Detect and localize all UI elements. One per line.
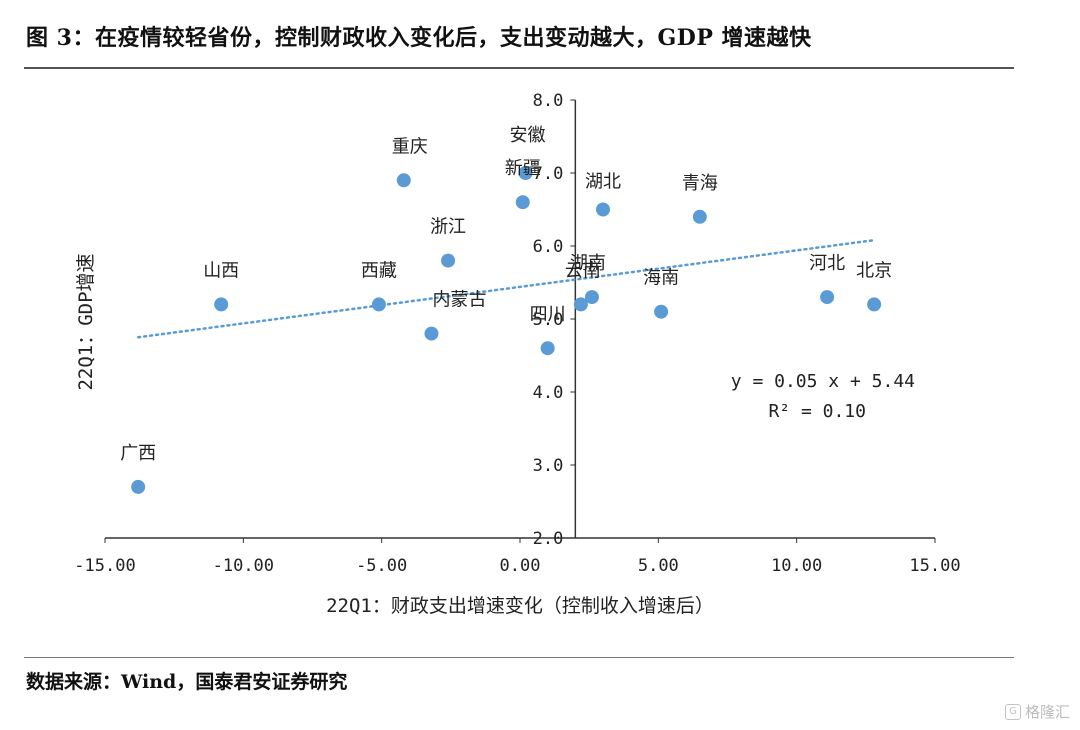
scatter-point xyxy=(396,173,411,188)
source-note: 数据来源：Wind，国泰君安证券研究 xyxy=(26,671,348,693)
watermark-logo-icon: G xyxy=(1004,703,1021,720)
y-tick-label: 5.0 xyxy=(533,310,564,330)
scatter-point xyxy=(515,195,530,210)
point-label: 海南 xyxy=(643,268,679,289)
y-tick-label: 3.0 xyxy=(533,456,564,476)
x-tick-label: 15.00 xyxy=(909,556,960,576)
point-label: 山西 xyxy=(203,260,239,281)
watermark-text: 格隆汇 xyxy=(1024,703,1070,721)
point-label: 浙江 xyxy=(430,217,466,238)
scatter-point xyxy=(692,209,707,224)
x-tick-label: 0.00 xyxy=(500,556,541,576)
scatter-point xyxy=(596,202,610,217)
bottom-divider xyxy=(24,657,1014,658)
scatter-point xyxy=(441,253,456,268)
point-label: 新疆 xyxy=(505,158,541,179)
scatter-point xyxy=(518,166,533,180)
scatter-point xyxy=(584,290,599,305)
x-tick-label: -15.00 xyxy=(74,556,135,576)
scatter-point xyxy=(214,297,229,312)
trendline-r-squared: R² = 0.10 xyxy=(768,401,866,422)
x-tick-label: 10.00 xyxy=(771,556,822,576)
scatter-point xyxy=(540,341,555,356)
y-tick-label: 8.0 xyxy=(533,91,564,111)
point-label: 西藏 xyxy=(361,260,397,281)
scatter-point xyxy=(371,297,386,312)
trendline-equation: y = 0.05 x + 5.44 xyxy=(731,371,915,392)
point-label: 云南 xyxy=(565,260,601,281)
y-tick-label: 4.0 xyxy=(533,383,564,403)
point-label: 湖北 xyxy=(585,172,621,193)
scatter-point xyxy=(654,304,669,319)
x-tick-label: 5.00 xyxy=(638,556,679,576)
point-label: 安徽 xyxy=(510,125,546,146)
scatter-chart: -15.00 -10.00 -5.00 0.00 5.00 10.00 15.00 2.0 3.… xyxy=(74,91,960,617)
trendline xyxy=(136,238,876,339)
chart-title: 图 3：在疫情较轻省份，控制财政收入变化后，支出变动越大，GDP 增速越快 xyxy=(26,25,812,51)
x-axis-label: 22Q1：财政支出增速变化（控制收入增速后） xyxy=(326,595,714,617)
scatter-point xyxy=(867,297,882,312)
scatter-point xyxy=(820,290,835,305)
x-tick-label: -10.00 xyxy=(213,556,274,576)
point-label: 青海 xyxy=(682,173,718,194)
scatter-point xyxy=(573,297,588,312)
scatter-point xyxy=(131,479,146,494)
y-axis-label: 22Q1：GDP增速 xyxy=(75,253,97,390)
point-label: 湖南 xyxy=(570,253,606,274)
point-label: 重庆 xyxy=(392,136,428,157)
y-tick-label: 7.0 xyxy=(533,164,564,184)
point-label: 四川 xyxy=(530,304,566,325)
scatter-point xyxy=(424,326,439,341)
point-label: 河北 xyxy=(809,253,845,274)
y-tick-label: 6.0 xyxy=(533,237,564,257)
x-tick-label: -5.00 xyxy=(356,556,407,576)
point-label: 广西 xyxy=(120,443,156,464)
point-label: 内蒙古 xyxy=(432,290,486,311)
watermark: G 格隆汇 xyxy=(1004,701,1070,722)
top-divider xyxy=(24,67,1014,69)
y-tick-label: 2.0 xyxy=(533,529,564,549)
point-label: 北京 xyxy=(856,260,892,281)
